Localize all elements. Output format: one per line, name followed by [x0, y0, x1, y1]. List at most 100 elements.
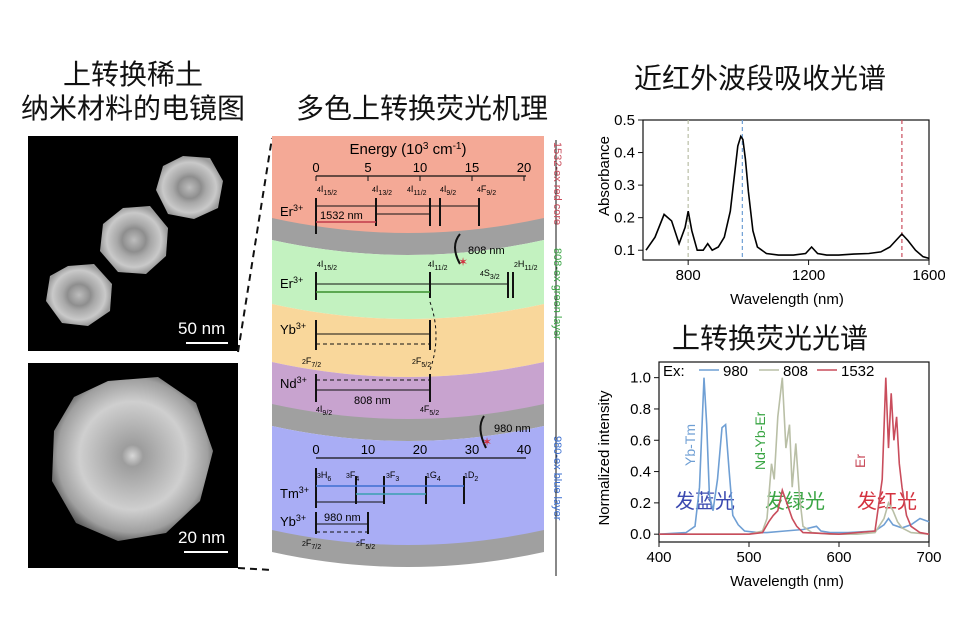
nanoparticle	[52, 377, 213, 541]
arrow-808	[454, 233, 461, 265]
energy-axis-label: Energy (103 cm-1)	[349, 141, 466, 158]
y-tick-label: 0.6	[630, 432, 651, 449]
x-tick-label: 1200	[792, 267, 825, 284]
ion-yb-2: Yb3+	[280, 513, 306, 529]
tick-label: 20	[517, 160, 531, 175]
x-tick-label: 600	[826, 549, 851, 566]
em-image-top: 50 nm	[28, 136, 238, 351]
ion-er-red: Er3+	[280, 203, 303, 219]
y-tick-label: 0.1	[614, 242, 635, 259]
x-tick-label: 400	[646, 549, 671, 566]
blue-layer	[272, 426, 544, 551]
level-label: 4I11/2	[428, 259, 448, 272]
side-label-red: 1532-ex red core	[551, 142, 563, 225]
tick-label: 5	[364, 160, 371, 175]
x-tick-label: 500	[736, 549, 761, 566]
level-label: 1G4	[426, 470, 441, 483]
legend-prefix: Ex:	[663, 363, 685, 380]
y-tick-label: 1.0	[630, 370, 651, 387]
level-label: 4I15/2	[317, 184, 337, 197]
annot-red-emission: 发红光	[857, 490, 917, 513]
nanoparticle	[46, 264, 112, 326]
annot-yb-tm: Yb-Tm	[682, 424, 698, 466]
label-980: 980 nm	[324, 512, 361, 524]
series-line	[659, 377, 930, 535]
tick-label: 20	[413, 442, 427, 457]
tick-label: 0	[312, 160, 319, 175]
tick-label: 15	[465, 160, 479, 175]
x-tick-label: 1600	[912, 267, 945, 284]
y-tick-label: 0.3	[614, 177, 635, 194]
tm-level-labels: 3H6 3F4 3F3 1G4 1D2	[317, 470, 478, 483]
level-label: 2F7/2	[302, 538, 321, 551]
level-label: 3H6	[317, 470, 331, 483]
energy-ticks-bottom: 0 10 20 30 40	[312, 442, 531, 457]
label-980-arrow: 980 nm	[494, 423, 531, 435]
tick-label: 30	[465, 442, 479, 457]
level-label: 4I9/2	[440, 184, 456, 197]
legend-808: 808	[783, 363, 808, 380]
gray-shell-3	[272, 530, 544, 567]
y-tick-label: 0.4	[630, 464, 651, 481]
ion-yb-1: Yb3+	[280, 321, 306, 337]
plot-frame	[658, 361, 930, 543]
em-ylabel: Normalized intensity	[596, 390, 613, 526]
ion-er-green: Er3+	[280, 275, 303, 291]
excite-mark: ✶	[458, 255, 468, 269]
nanoparticle	[100, 206, 168, 274]
emission-chart: Normalized intensity Wavelength (nm) Ex:…	[596, 361, 942, 590]
absorption-chart: Absorbance Wavelength (nm) 800 1200 1600 0.…	[596, 112, 945, 308]
em-image-bottom-canvas	[52, 377, 213, 541]
nd-layer	[272, 362, 544, 425]
mechanism-diagram: Energy (103 cm-1) 0 5 10 15 20 Er3+ 4I15…	[272, 136, 563, 576]
level-label: 4F5/2	[420, 404, 439, 417]
level-label: 3F4	[346, 470, 359, 483]
y-tick-label: 0.0	[630, 526, 651, 543]
abs-xlabel: Wavelength (nm)	[730, 291, 844, 308]
y-tick-label: 0.8	[630, 401, 651, 418]
em-xlabel: Wavelength (nm)	[730, 573, 844, 590]
mechanism-title: 多色上转换荧光机理	[295, 92, 548, 125]
ion-nd: Nd3+	[280, 375, 307, 391]
arrow-980	[479, 415, 487, 449]
series-line	[645, 134, 930, 260]
red-core	[272, 136, 544, 243]
emission-title: 上转换荧光光谱	[671, 322, 868, 355]
level-label: 3F3	[386, 470, 399, 483]
y-tick-label: 0.2	[614, 210, 635, 227]
em-title-line2: 纳米材料的电镜图	[20, 92, 245, 125]
level-label: 2F7/2	[302, 356, 321, 369]
level-label: 4I15/2	[317, 259, 337, 272]
gray-shell-2	[272, 404, 544, 441]
side-label-blue: 980-ex blue layer	[551, 436, 563, 521]
connector-top	[237, 137, 273, 353]
energy-transfer	[429, 301, 437, 371]
green-layer	[272, 240, 544, 319]
er-red-level-labels: 4I15/2 4I13/2 4I11/2 4I9/2 4F9/2	[317, 184, 496, 197]
tick-label: 10	[413, 160, 427, 175]
annot-er: Er	[852, 454, 868, 468]
em-title-line1: 上转换稀土	[62, 58, 203, 91]
label-808: 808 nm	[354, 395, 391, 407]
er-green-levels	[315, 272, 514, 300]
level-label: 2F5/2	[356, 538, 375, 551]
scale-bar-top	[186, 342, 228, 344]
tick-label: 10	[361, 442, 375, 457]
abs-ylabel: Absorbance	[596, 136, 613, 216]
connector-bottom	[237, 567, 273, 571]
x-tick-label: 800	[676, 267, 701, 284]
label-1532: 1532 nm	[320, 210, 363, 222]
absorption-title: 近红外波段吸收光谱	[633, 62, 886, 95]
series-line	[659, 377, 930, 536]
plot-frame	[642, 119, 930, 261]
er-red-levels	[315, 198, 480, 234]
legend-1532: 1532	[841, 363, 874, 380]
level-label: 1D2	[464, 470, 478, 483]
tick-label: 0	[312, 442, 319, 457]
energy-ticks-top: 0 5 10 15 20	[312, 160, 531, 181]
level-label: 4I11/2	[407, 184, 427, 197]
gray-shell-1	[272, 218, 544, 255]
annot-blue-emission: 发蓝光	[675, 490, 735, 513]
tm-levels	[315, 468, 465, 508]
